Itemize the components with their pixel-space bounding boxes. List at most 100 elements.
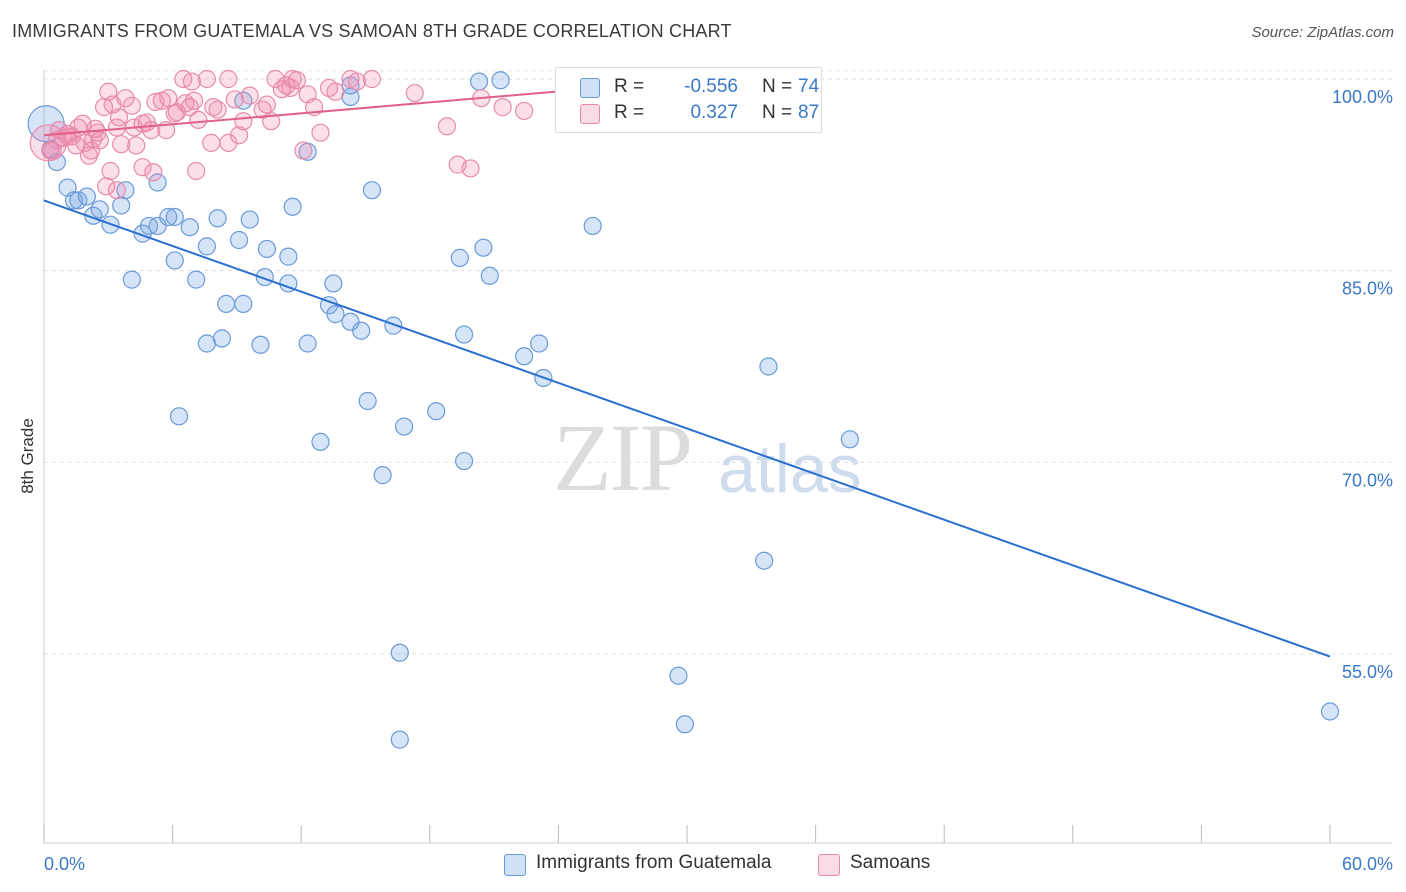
point-samoan bbox=[187, 161, 206, 181]
point-guatemala bbox=[122, 270, 141, 289]
point-guatemala bbox=[159, 207, 178, 227]
point-samoan bbox=[122, 96, 141, 115]
point-samoan bbox=[405, 83, 424, 103]
point-guatemala bbox=[390, 643, 409, 662]
legend-swatch-blue bbox=[580, 78, 600, 98]
point-guatemala bbox=[257, 239, 277, 259]
point-guatemala bbox=[47, 152, 66, 172]
point-guatemala bbox=[669, 666, 688, 685]
watermark-atlas: atlas bbox=[718, 431, 862, 507]
point-samoan bbox=[184, 91, 204, 110]
legend-label-guatemala: Immigrants from Guatemala bbox=[536, 852, 772, 873]
point-samoan bbox=[133, 158, 152, 177]
point-guatemala bbox=[358, 391, 377, 411]
point-guatemala bbox=[530, 334, 549, 353]
legend-r-label: R = bbox=[614, 102, 645, 123]
legend-r-label: R = bbox=[614, 76, 645, 97]
point-guatemala bbox=[373, 466, 392, 485]
trend-line bbox=[43, 199, 1331, 658]
legend-swatch-blue bbox=[504, 854, 526, 876]
point-guatemala bbox=[217, 294, 236, 313]
trend-line bbox=[43, 83, 645, 137]
point-guatemala bbox=[450, 248, 469, 267]
legend-swatch-pink bbox=[818, 854, 840, 876]
point-guatemala bbox=[165, 251, 184, 270]
point-guatemala bbox=[283, 197, 302, 216]
point-samoan bbox=[197, 69, 216, 89]
point-samoan bbox=[202, 133, 221, 152]
point-guatemala bbox=[311, 432, 330, 451]
point-guatemala bbox=[491, 71, 510, 90]
point-guatemala bbox=[755, 551, 774, 570]
point-guatemala bbox=[352, 321, 371, 340]
point-guatemala bbox=[362, 181, 382, 200]
point-guatemala bbox=[112, 196, 131, 215]
point-samoan bbox=[107, 181, 126, 200]
y-tick-label: 85.0% bbox=[1342, 279, 1393, 299]
point-guatemala bbox=[234, 294, 253, 313]
point-guatemala bbox=[279, 247, 298, 266]
point-guatemala bbox=[326, 305, 345, 324]
point-samoan bbox=[219, 69, 238, 89]
point-samoan bbox=[234, 112, 253, 131]
chart-title: IMMIGRANTS FROM GUATEMALA VS SAMOAN 8TH … bbox=[12, 21, 732, 41]
legend-swatch-pink bbox=[580, 104, 600, 124]
source-label: Source: ZipAtlas.com bbox=[1251, 24, 1394, 41]
point-samoan bbox=[86, 119, 105, 138]
point-samoan bbox=[41, 141, 60, 160]
point-samoan bbox=[311, 123, 330, 142]
point-guatemala bbox=[251, 335, 270, 354]
y-tick-label: 55.0% bbox=[1342, 662, 1393, 682]
point-guatemala bbox=[454, 451, 474, 471]
point-guatemala bbox=[474, 238, 493, 257]
point-guatemala bbox=[480, 266, 499, 285]
point-samoan bbox=[208, 100, 227, 119]
point-samoan bbox=[283, 69, 302, 89]
point-samoan bbox=[79, 146, 99, 165]
point-guatemala bbox=[169, 407, 189, 426]
point-guatemala bbox=[298, 334, 317, 353]
point-guatemala bbox=[384, 316, 403, 335]
y-tick-label: 100.0% bbox=[1332, 87, 1393, 107]
point-guatemala bbox=[469, 72, 489, 91]
point-samoan bbox=[437, 117, 457, 136]
point-guatemala bbox=[759, 357, 778, 376]
point-samoan bbox=[189, 110, 208, 129]
point-guatemala bbox=[212, 329, 231, 348]
point-guatemala bbox=[240, 210, 259, 229]
point-guatemala bbox=[454, 325, 474, 344]
point-samoan bbox=[294, 141, 313, 160]
point-guatemala bbox=[165, 207, 184, 227]
point-guatemala bbox=[255, 267, 274, 287]
point-guatemala bbox=[187, 270, 206, 289]
point-samoan bbox=[109, 108, 129, 127]
point-guatemala bbox=[148, 173, 167, 192]
point-guatemala bbox=[324, 274, 343, 293]
legend-label-samoans: Samoans bbox=[850, 852, 931, 873]
legend-n-value: 74 bbox=[798, 76, 820, 97]
point-guatemala bbox=[583, 216, 602, 236]
legend-n-value: 87 bbox=[798, 102, 820, 123]
point-guatemala bbox=[69, 191, 88, 210]
point-samoan bbox=[144, 163, 163, 182]
point-guatemala bbox=[515, 347, 534, 366]
legend-r-value: -0.556 bbox=[684, 76, 738, 97]
point-guatemala bbox=[427, 402, 446, 421]
point-samoan bbox=[182, 72, 201, 91]
y-tick-label: 70.0% bbox=[1342, 470, 1393, 490]
point-guatemala bbox=[229, 230, 249, 250]
legend-n-label: N = bbox=[762, 102, 793, 123]
legend-r-value: 0.327 bbox=[690, 102, 738, 123]
point-samoan bbox=[67, 136, 86, 155]
point-samoan bbox=[90, 131, 109, 150]
point-samoan bbox=[127, 136, 146, 155]
point-samoan bbox=[219, 133, 238, 152]
point-samoan bbox=[112, 135, 131, 154]
point-samoan bbox=[493, 98, 512, 117]
point-guatemala bbox=[390, 730, 409, 749]
point-samoan bbox=[159, 89, 178, 108]
point-samoan bbox=[257, 95, 277, 114]
x-tick-label: 60.0% bbox=[1342, 854, 1393, 874]
point-samoan bbox=[326, 82, 345, 101]
point-samoan bbox=[101, 161, 120, 181]
